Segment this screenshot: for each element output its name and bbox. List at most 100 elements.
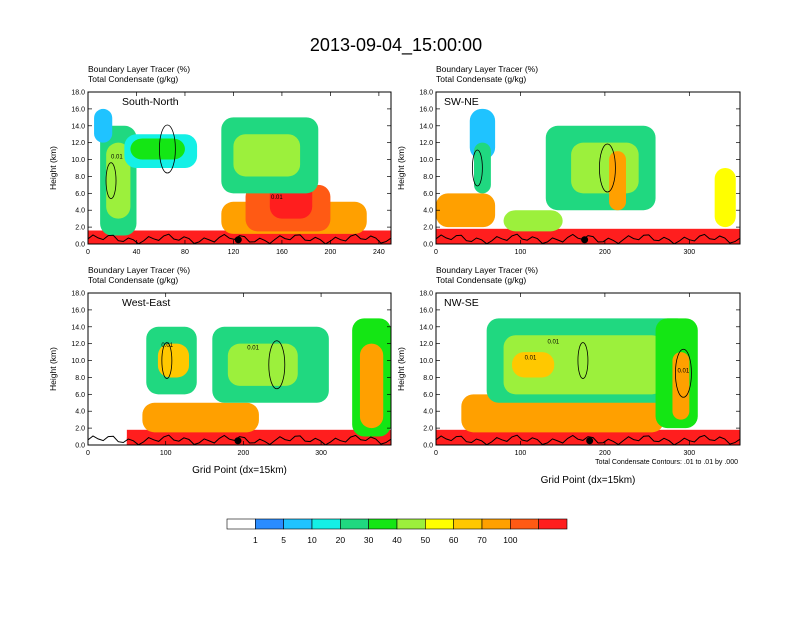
plot-frame: [87, 292, 392, 446]
condensate-contour: [268, 340, 286, 390]
tracer-region-5: [512, 352, 555, 378]
y-tick-label: 8.0: [75, 375, 85, 382]
colorbar-label: 1: [253, 535, 258, 545]
figure-title: 2013-09-04_15:00:00: [310, 35, 482, 56]
y-tick-label: 6.0: [423, 392, 433, 399]
y-tick-label: 6.0: [75, 392, 85, 399]
colorbar-swatch: [368, 518, 398, 530]
colorbar-swatch: [425, 518, 454, 530]
y-tick-label: 2.0: [423, 426, 433, 433]
x-tick-label: 100: [515, 249, 527, 256]
tracer-region-2: [142, 402, 259, 433]
tracer-region-2: [461, 394, 664, 433]
x-tick-label: 0: [86, 249, 90, 256]
contour-label: 0.01: [525, 356, 537, 362]
y-tick-label: 2.0: [423, 225, 433, 232]
tracer-region-7: [672, 352, 690, 420]
panel-title-tracer: Boundary Layer Tracer (%): [436, 64, 538, 74]
panel-title-tracer: Boundary Layer Tracer (%): [436, 265, 538, 275]
location-marker: [234, 236, 242, 244]
y-tick-label: 12.0: [71, 341, 85, 348]
colorbar-swatch: [481, 518, 511, 530]
y-tick-label: 2.0: [75, 426, 85, 433]
y-axis-label: Height (km): [396, 347, 406, 391]
y-tick-label: 8.0: [423, 375, 433, 382]
panel-title-condensate: Total Condensate (g/kg): [88, 275, 178, 285]
tracer-region-8: [359, 343, 384, 429]
condensate-contour: [161, 342, 173, 379]
x-axis-label: Grid Point (dx=15km): [541, 475, 636, 486]
condensate-contour: [577, 342, 589, 379]
tracer-region-7: [609, 151, 626, 211]
plot-frame: [435, 292, 741, 446]
x-tick-label: 240: [373, 249, 385, 256]
colorbar-label: 50: [421, 535, 431, 545]
y-tick-label: 18.0: [71, 90, 85, 97]
x-tick-label: 300: [683, 450, 695, 457]
y-tick-label: 16.0: [71, 106, 85, 113]
y-tick-label: 4.0: [423, 409, 433, 416]
x-tick-label: 40: [133, 249, 141, 256]
panels: Boundary Layer Tracer (%)Total Condensat…: [48, 64, 741, 486]
tracer-field: [88, 108, 391, 244]
panel-title-condensate: Total Condensate (g/kg): [436, 74, 526, 84]
location-marker: [586, 437, 594, 445]
tracer-field: [126, 318, 391, 445]
tracer-region-1: [126, 437, 391, 445]
y-tick-label: 18.0: [419, 291, 433, 298]
x-tick-label: 200: [599, 249, 611, 256]
y-tick-label: 0.0: [423, 242, 433, 249]
y-tick-label: 0.0: [423, 443, 433, 450]
x-tick-label: 300: [315, 450, 327, 457]
colorbar-label: 10: [307, 535, 317, 545]
y-tick-label: 10.0: [71, 157, 85, 164]
tracer-region-6: [106, 142, 131, 219]
panel-sw-ne: Boundary Layer Tracer (%)Total Condensat…: [396, 64, 741, 256]
y-tick-label: 12.0: [419, 140, 433, 147]
tracer-region-9: [503, 210, 563, 232]
colorbar-swatch: [226, 518, 256, 530]
y-tick-label: 18.0: [71, 291, 85, 298]
colorbar-label: 20: [336, 535, 346, 545]
y-tick-label: 2.0: [75, 225, 85, 232]
contour-label: 0.01: [111, 155, 123, 161]
contour-label: 0.01: [161, 343, 173, 349]
x-tick-label: 0: [86, 450, 90, 457]
y-tick-label: 4.0: [423, 208, 433, 215]
colorbar-label: 60: [449, 535, 459, 545]
panel-south-north: Boundary Layer Tracer (%)Total Condensat…: [48, 64, 392, 256]
colorbar-label: 100: [503, 535, 517, 545]
panel-title-tracer: Boundary Layer Tracer (%): [88, 64, 190, 74]
condensate-contour: [675, 348, 692, 398]
y-tick-label: 16.0: [419, 307, 433, 314]
y-tick-label: 4.0: [75, 409, 85, 416]
plot-frame: [87, 91, 392, 245]
tracer-region-10: [233, 134, 301, 177]
y-tick-label: 12.0: [71, 140, 85, 147]
y-axis-label: Height (km): [48, 146, 58, 190]
y-tick-label: 8.0: [423, 174, 433, 181]
colorbar-swatch: [311, 518, 341, 530]
location-marker: [581, 236, 589, 244]
colorbar-label: 5: [281, 535, 286, 545]
y-tick-label: 18.0: [419, 90, 433, 97]
x-tick-label: 300: [683, 249, 695, 256]
contour-label: 0.01: [547, 340, 559, 346]
colorbar-swatch: [453, 518, 483, 530]
x-tick-label: 100: [160, 450, 172, 457]
colorbar-swatch: [255, 518, 284, 530]
x-axis-label: Grid Point (dx=15km): [192, 465, 287, 476]
panel-title-condensate: Total Condensate (g/kg): [436, 275, 526, 285]
tracer-region-4: [503, 335, 664, 395]
contour-note: Total Condensate Contours: .01 to .01 by…: [595, 459, 738, 466]
tracer-region-6: [227, 343, 298, 386]
y-axis-label: Height (km): [48, 347, 58, 391]
tracer-region-8: [714, 168, 736, 228]
y-tick-label: 16.0: [71, 307, 85, 314]
panel-west-east: Boundary Layer Tracer (%)Total Condensat…: [48, 265, 392, 476]
condensate-contour: [599, 143, 616, 193]
y-tick-label: 10.0: [419, 157, 433, 164]
y-tick-label: 12.0: [419, 341, 433, 348]
y-tick-label: 10.0: [419, 358, 433, 365]
colorbar-swatch: [340, 518, 369, 530]
